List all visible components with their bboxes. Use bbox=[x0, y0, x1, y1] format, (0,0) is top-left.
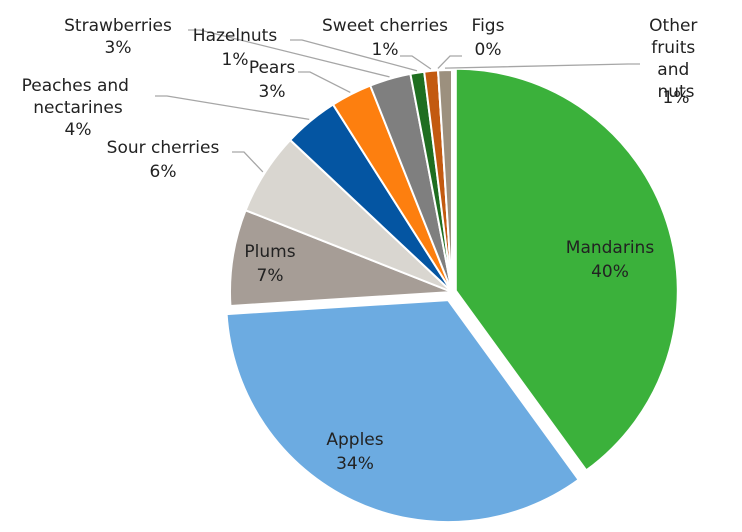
leader-line bbox=[298, 71, 351, 93]
value-label: 3% bbox=[105, 38, 132, 58]
value-label: 7% bbox=[257, 266, 284, 286]
slice-label: Apples bbox=[326, 430, 383, 450]
slice-label: Other fruits and nuts bbox=[649, 16, 703, 102]
slice-label: Pears bbox=[249, 58, 296, 78]
slice-label: Plums bbox=[244, 242, 295, 262]
pie-slice bbox=[225, 299, 581, 524]
value-label: 6% bbox=[150, 162, 177, 182]
value-label: 0% bbox=[475, 40, 502, 60]
slice-label: Sour cherries bbox=[107, 138, 220, 158]
value-label: 1% bbox=[663, 88, 690, 108]
slice-label: Strawberries bbox=[64, 16, 172, 36]
leader-line bbox=[290, 39, 418, 72]
value-label: 4% bbox=[65, 120, 92, 140]
leader-line bbox=[232, 151, 264, 173]
slice-label: Figs bbox=[472, 16, 505, 36]
leader-line bbox=[188, 29, 390, 78]
slice-label: Mandarins bbox=[566, 238, 655, 258]
leader-line bbox=[444, 63, 640, 69]
value-label: 40% bbox=[591, 262, 629, 282]
value-label: 1% bbox=[222, 50, 249, 70]
pie-slice bbox=[437, 68, 453, 293]
slice-label: Hazelnuts bbox=[193, 26, 278, 46]
slice-label: Sweet cherries bbox=[322, 16, 448, 36]
leader-line bbox=[400, 55, 432, 70]
leader-line bbox=[437, 55, 462, 69]
value-label: 1% bbox=[372, 40, 399, 60]
leader-line bbox=[155, 95, 310, 121]
pie-slice bbox=[454, 67, 679, 472]
value-label: 34% bbox=[336, 454, 374, 474]
slice-label: Peaches and nectarines bbox=[22, 76, 135, 118]
value-label: 3% bbox=[259, 82, 286, 102]
